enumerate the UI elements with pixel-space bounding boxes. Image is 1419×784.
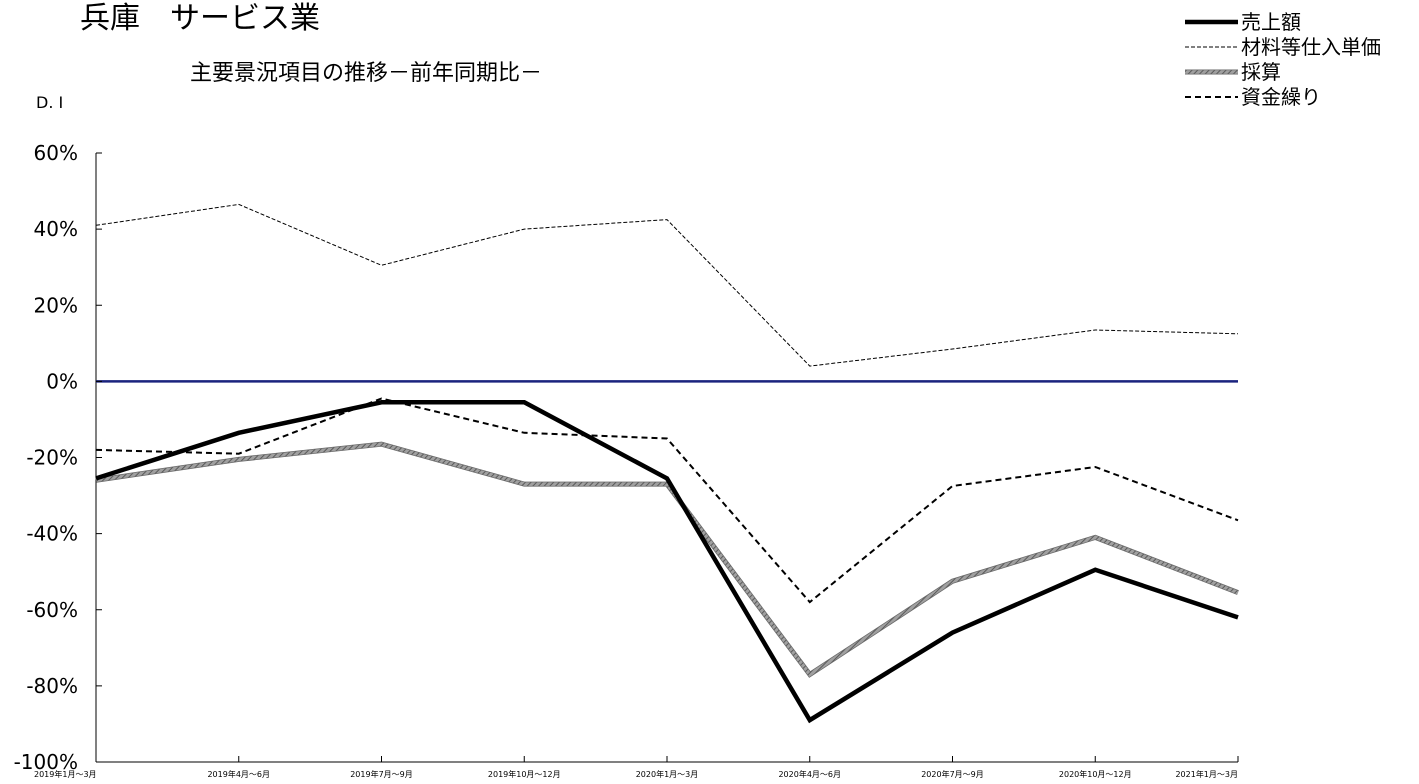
y-tick-label: -20% — [26, 446, 78, 470]
legend-label-0: 売上額 — [1241, 10, 1301, 34]
x-tick-label: 2020年10月～12月 — [1059, 769, 1132, 779]
chart-title: 兵庫 サービス業 — [80, 1, 320, 36]
y-tick-label: 0% — [46, 369, 78, 393]
series-line-3 — [95, 397, 1239, 604]
series-lines — [95, 203, 1239, 724]
x-tick-label: 2019年10月～12月 — [488, 769, 561, 779]
y-tick-label: 60% — [34, 141, 78, 165]
legend-label-1: 材料等仕入単価 — [1241, 35, 1381, 59]
y-tick-label: -100% — [14, 750, 78, 774]
y-tick-label: -60% — [26, 598, 78, 622]
x-tick-label: 2019年7月～9月 — [350, 769, 413, 779]
x-tick-label: 2021年1月～3月 — [1175, 769, 1238, 779]
tick-labels: 60% 40% 20% 0% -20% -40% -60% -80% -100%2019年1月～… — [14, 141, 1239, 779]
y-tick-label: 40% — [34, 217, 78, 241]
x-tick-label: 2020年4月～6月 — [778, 769, 841, 779]
y-axis-label: D. I — [36, 93, 63, 112]
x-tick-label: 2019年1月～3月 — [34, 769, 97, 779]
y-tick-label: -40% — [26, 522, 78, 546]
x-tick-label: 2020年1月～3月 — [636, 769, 699, 779]
legend-label-2: 採算 — [1241, 60, 1281, 84]
y-tick-label: 20% — [34, 293, 78, 317]
y-tick-label: -80% — [26, 674, 78, 698]
chart-subtitle: 主要景況項目の推移－前年同期比－ — [190, 61, 542, 86]
series-line-1 — [95, 203, 1239, 367]
series-line-2 — [95, 442, 1239, 677]
x-tick-label: 2019年4月～6月 — [207, 769, 270, 779]
series-line-0 — [95, 400, 1239, 724]
legend-label-3: 資金繰り — [1241, 85, 1321, 109]
x-tick-label: 2020年7月～9月 — [921, 769, 984, 779]
